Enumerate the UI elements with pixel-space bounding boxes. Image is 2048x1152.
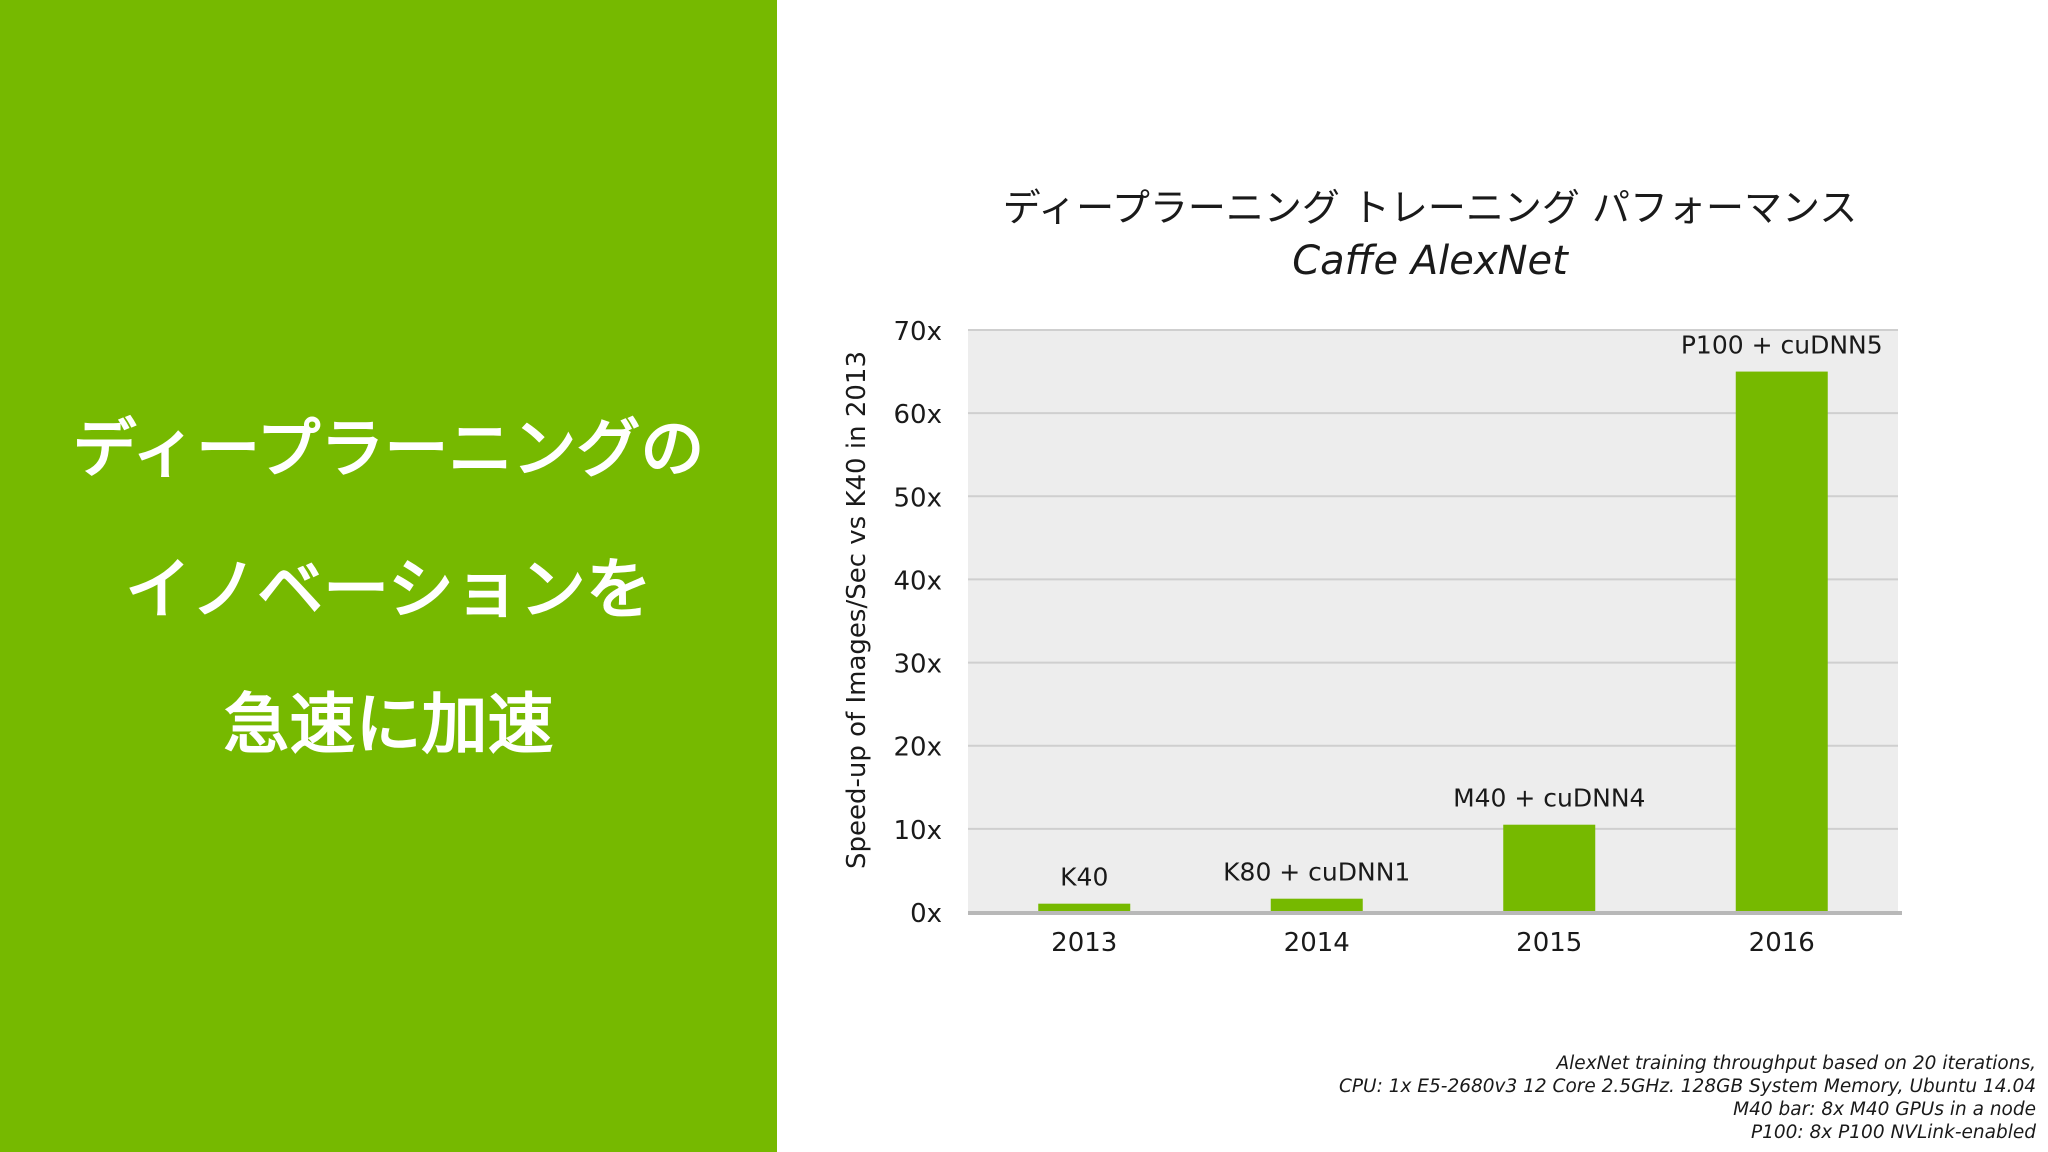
bar bbox=[1270, 898, 1363, 912]
x-tick-label: 2014 bbox=[1284, 928, 1350, 958]
x-tick-label: 2016 bbox=[1749, 928, 1815, 958]
x-tick-label: 2015 bbox=[1516, 928, 1582, 958]
footnote-line: AlexNet training throughput based on 20 … bbox=[1556, 1053, 2036, 1074]
bar-value-label: K80 + cuDNN1 bbox=[1223, 858, 1410, 887]
x-tick-label: 2013 bbox=[1051, 928, 1117, 958]
left-panel: ディープラーニングの イノベーションを 急速に加速 bbox=[0, 0, 777, 1152]
chart-title: ディープラーニング トレーニング パフォーマンス bbox=[1002, 186, 1858, 230]
chart-title-block: ディープラーニング トレーニング パフォーマンス Caffe AlexNet bbox=[940, 182, 1920, 288]
y-axis-ticks: 0x 10x 20x 30x 40x 50x 60x 70x bbox=[894, 317, 942, 929]
bar-value-label: K40 bbox=[1060, 863, 1108, 892]
bar bbox=[1038, 903, 1131, 912]
footnote: AlexNet training throughput based on 20 … bbox=[1136, 1052, 2036, 1144]
y-tick-label: 0x bbox=[910, 899, 942, 929]
y-axis-label: Speed-up of Images/Sec vs K40 in 2013 bbox=[842, 351, 872, 869]
y-tick-label: 30x bbox=[894, 650, 942, 680]
y-tick-label: 10x bbox=[894, 816, 942, 846]
y-tick-label: 60x bbox=[894, 400, 942, 430]
bar bbox=[1735, 371, 1828, 913]
bar bbox=[1503, 824, 1596, 912]
y-tick-label: 70x bbox=[894, 317, 942, 347]
bar-value-label: M40 + cuDNN4 bbox=[1453, 784, 1645, 813]
headline-line-3: 急速に加速 bbox=[223, 686, 554, 763]
footnote-line: CPU: 1x E5-2680v3 12 Core 2.5GHz. 128GB … bbox=[1338, 1076, 2036, 1097]
headline-line-1: ディープラーニングの bbox=[72, 413, 705, 487]
y-tick-label: 40x bbox=[894, 566, 942, 596]
footnote-line: P100: 8x P100 NVLink-enabled bbox=[1750, 1122, 2036, 1143]
y-tick-label: 50x bbox=[894, 483, 942, 513]
bars bbox=[1038, 371, 1828, 913]
y-tick-label: 20x bbox=[894, 733, 942, 763]
footnote-line: M40 bar: 8x M40 GPUs in a node bbox=[1733, 1099, 2036, 1120]
headline-line-2: イノベーションを bbox=[125, 551, 652, 628]
bar-labels: K40 K80 + cuDNN1 M40 + cuDNN4 P100 + cuDNN5 bbox=[1060, 331, 1883, 892]
x-axis-ticks: 2013 2014 2015 2016 bbox=[1051, 928, 1815, 958]
bar-value-label: P100 + cuDNN5 bbox=[1681, 331, 1883, 360]
chart-subtitle: Caffe AlexNet bbox=[1292, 238, 1568, 284]
